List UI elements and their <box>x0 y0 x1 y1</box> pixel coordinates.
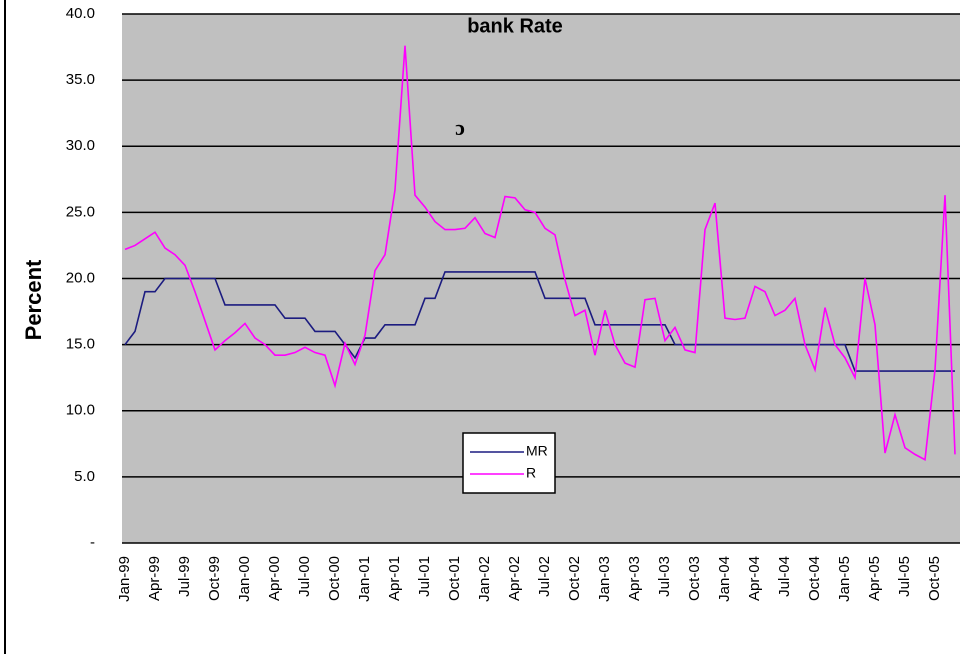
y-tick-label: 30.0 <box>66 137 95 154</box>
series-line <box>124 45 956 461</box>
x-tick-label: Oct-05 <box>926 556 943 601</box>
x-tick-label: Apr-05 <box>866 556 883 601</box>
legend: MR R <box>470 443 548 481</box>
legend-label: MR <box>526 443 548 459</box>
y-tick-label: - <box>90 534 95 551</box>
x-tick-label: Apr-04 <box>746 556 763 601</box>
y-tick-label: 15.0 <box>66 336 95 353</box>
x-tick-label: Oct-99 <box>206 556 223 601</box>
x-tick-label: Jan-05 <box>836 556 853 602</box>
x-tick-label: Jan-02 <box>476 556 493 602</box>
x-tick-label: Apr-02 <box>506 556 523 601</box>
x-tick-label: Jul-01 <box>416 556 433 597</box>
x-tick-label: Oct-00 <box>326 556 343 601</box>
x-tick-label: Jul-02 <box>536 556 553 597</box>
x-tick-label: Oct-04 <box>806 556 823 601</box>
legend-label: R <box>526 465 536 481</box>
series-line <box>124 271 955 372</box>
x-tick-label: Apr-00 <box>266 556 283 601</box>
x-tick-label: Jan-01 <box>356 556 373 602</box>
y-tick-label: 5.0 <box>74 468 95 485</box>
y-tick-label: 35.0 <box>66 71 95 88</box>
x-tick-label: Jul-99 <box>176 556 193 597</box>
x-tick-label: Oct-03 <box>686 556 703 601</box>
annotation: ɔ <box>455 115 465 140</box>
x-tick-label: Jul-05 <box>896 556 913 597</box>
x-tick-label: Jan-04 <box>716 556 733 602</box>
y-tick-label: 40.0 <box>66 5 95 22</box>
y-axis-label: Percent <box>21 259 46 340</box>
chart-title: bank Rate <box>467 15 563 37</box>
x-tick-label: Jul-03 <box>656 556 673 597</box>
x-tick-label: Apr-99 <box>146 556 163 601</box>
x-tick-label: Apr-01 <box>386 556 403 601</box>
legend-box <box>462 432 556 494</box>
y-tick-label: 10.0 <box>66 402 95 419</box>
x-tick-label: Jan-99 <box>116 556 133 602</box>
y-tick-label: 20.0 <box>66 269 95 286</box>
y-tick-label: 25.0 <box>66 203 95 220</box>
lines <box>124 45 956 461</box>
x-tick-label: Oct-01 <box>446 556 463 601</box>
x-tick-label: Jul-00 <box>296 556 313 597</box>
x-tick-label: Apr-03 <box>626 556 643 601</box>
x-tick-label: Jan-03 <box>596 556 613 602</box>
x-tick-label: Jan-00 <box>236 556 253 602</box>
x-tick-label: Oct-02 <box>566 556 583 601</box>
x-tick-label: Jul-04 <box>776 556 793 597</box>
